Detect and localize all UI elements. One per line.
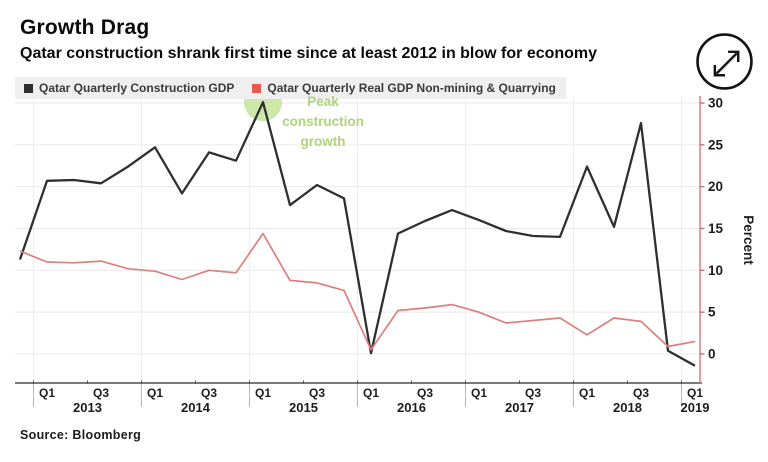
legend-label-nonmining-gdp: Qatar Quarterly Real GDP Non-mining & Qu… (267, 81, 556, 95)
x-tick-label: Q1 (579, 386, 595, 400)
x-year-label: 2019 (681, 400, 710, 415)
expand-circle (696, 33, 753, 90)
x-tick-label: Q3 (417, 386, 433, 400)
legend-item-nonmining-gdp[interactable]: Qatar Quarterly Real GDP Non-mining & Qu… (252, 81, 556, 95)
x-tick-label: Q3 (525, 386, 541, 400)
page-title: Growth Drag (20, 16, 150, 39)
y-axis-title: Percent (741, 215, 756, 265)
chart-legend: Qatar Quarterly Construction GDP Qatar Q… (15, 77, 566, 99)
series-line-1 (19, 232, 696, 351)
source-label: Source: Bloomberg (20, 428, 142, 442)
expand-button[interactable] (694, 31, 755, 92)
y-tick-label: 0 (708, 347, 716, 362)
x-year-label: 2013 (73, 400, 102, 415)
y-tick-label: 20 (708, 179, 723, 194)
x-year-label: 2014 (181, 400, 211, 415)
x-tick-label: Q3 (201, 386, 217, 400)
x-tick-label: Q1 (39, 386, 55, 400)
x-tick-label: Q1 (255, 386, 271, 400)
legend-swatch-black (24, 83, 33, 93)
x-tick-label: Q3 (93, 386, 109, 400)
y-tick-label: 15 (708, 221, 724, 236)
x-tick-label: Q1 (471, 386, 487, 400)
legend-swatch-red (252, 83, 262, 93)
chart-subtitle: Qatar construction shrank first time sin… (20, 45, 598, 62)
legend-item-construction-gdp[interactable]: Qatar Quarterly Construction GDP (24, 81, 234, 95)
series-line-0 (18, 101, 696, 367)
x-tick-label: Q3 (309, 386, 325, 400)
x-tick-label: Q3 (633, 386, 649, 400)
x-tick-label: Q1 (363, 386, 379, 400)
y-tick-label: 30 (708, 95, 723, 110)
x-tick-label: Q1 (687, 386, 703, 400)
expand-arrows-icon (713, 50, 740, 77)
y-tick-label: 5 (708, 305, 716, 320)
legend-label-construction-gdp: Qatar Quarterly Construction GDP (39, 81, 235, 95)
x-year-label: 2018 (613, 400, 642, 415)
x-year-label: 2017 (505, 400, 534, 415)
x-tick-label: Q1 (147, 386, 163, 400)
chart-annotation: Peak construction growth (282, 94, 364, 149)
y-tick-label: 10 (708, 263, 723, 278)
x-year-label: 2015 (289, 400, 318, 415)
x-year-label: 2016 (397, 400, 426, 415)
y-tick-label: 25 (708, 137, 724, 152)
